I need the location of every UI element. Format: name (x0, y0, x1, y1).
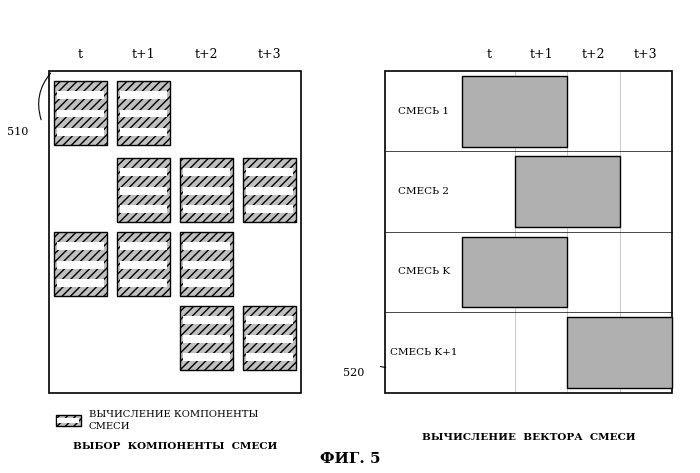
Text: СМЕСЬ K: СМЕСЬ K (398, 267, 450, 277)
Bar (120, 128, 167, 136)
Text: ВЫЧИСЛЕНИЕ КОМПОНЕНТЫ
СМЕСИ: ВЫЧИСЛЕНИЕ КОМПОНЕНТЫ СМЕСИ (89, 411, 258, 430)
Bar (183, 279, 230, 287)
Bar (117, 158, 170, 222)
Bar (57, 261, 104, 269)
Bar (183, 205, 230, 213)
Bar (57, 128, 104, 136)
Bar (183, 335, 230, 342)
Text: 510: 510 (6, 127, 28, 137)
Bar (180, 158, 233, 222)
Text: t+2: t+2 (582, 49, 606, 61)
Text: ВЫБОР  КОМПОНЕНТЫ  СМЕСИ: ВЫБОР КОМПОНЕНТЫ СМЕСИ (73, 442, 277, 452)
Bar (515, 156, 620, 227)
Text: t+1: t+1 (132, 49, 155, 61)
Bar (120, 279, 167, 287)
Bar (180, 232, 233, 296)
Text: t+2: t+2 (195, 49, 218, 61)
Bar (243, 158, 296, 222)
Text: ВЫЧИСЛЕНИЕ  ВЕКТОРА  СМЕСИ: ВЫЧИСЛЕНИЕ ВЕКТОРА СМЕСИ (421, 433, 636, 442)
Bar (120, 110, 167, 117)
Bar (183, 261, 230, 269)
Bar (183, 242, 230, 250)
Bar (57, 279, 104, 287)
Text: t: t (78, 49, 83, 61)
Bar (56, 415, 80, 426)
Bar (57, 110, 104, 117)
Text: СМЕСЬ 1: СМЕСЬ 1 (398, 106, 449, 116)
Text: ФИГ. 5: ФИГ. 5 (320, 452, 380, 466)
Text: СМЕСЬ K+1: СМЕСЬ K+1 (390, 348, 458, 357)
Bar (385, 71, 672, 393)
Bar (463, 236, 567, 307)
Bar (180, 306, 233, 370)
Text: 520: 520 (342, 368, 364, 378)
Bar (246, 187, 293, 194)
Text: t+3: t+3 (258, 49, 281, 61)
Bar (246, 353, 293, 361)
Bar (246, 316, 293, 324)
Bar (120, 91, 167, 99)
Bar (567, 317, 672, 388)
Text: t+3: t+3 (634, 49, 657, 61)
Bar (120, 261, 167, 269)
Text: t+1: t+1 (529, 49, 553, 61)
Bar (117, 232, 170, 296)
Bar (183, 353, 230, 361)
Bar (57, 242, 104, 250)
Bar (183, 316, 230, 324)
Bar (120, 242, 167, 250)
Bar (49, 71, 301, 393)
Bar (54, 80, 107, 145)
Bar (120, 168, 167, 176)
Bar (117, 80, 170, 145)
Bar (183, 187, 230, 194)
Bar (120, 187, 167, 194)
Bar (57, 91, 104, 99)
Text: СМЕСЬ 2: СМЕСЬ 2 (398, 187, 449, 196)
Text: t: t (486, 49, 491, 61)
Bar (120, 205, 167, 213)
Bar (246, 205, 293, 213)
Bar (246, 335, 293, 342)
Bar (243, 306, 296, 370)
Bar (246, 168, 293, 176)
Bar (54, 232, 107, 296)
Bar (183, 168, 230, 176)
Bar (57, 418, 79, 423)
Bar (463, 76, 567, 147)
